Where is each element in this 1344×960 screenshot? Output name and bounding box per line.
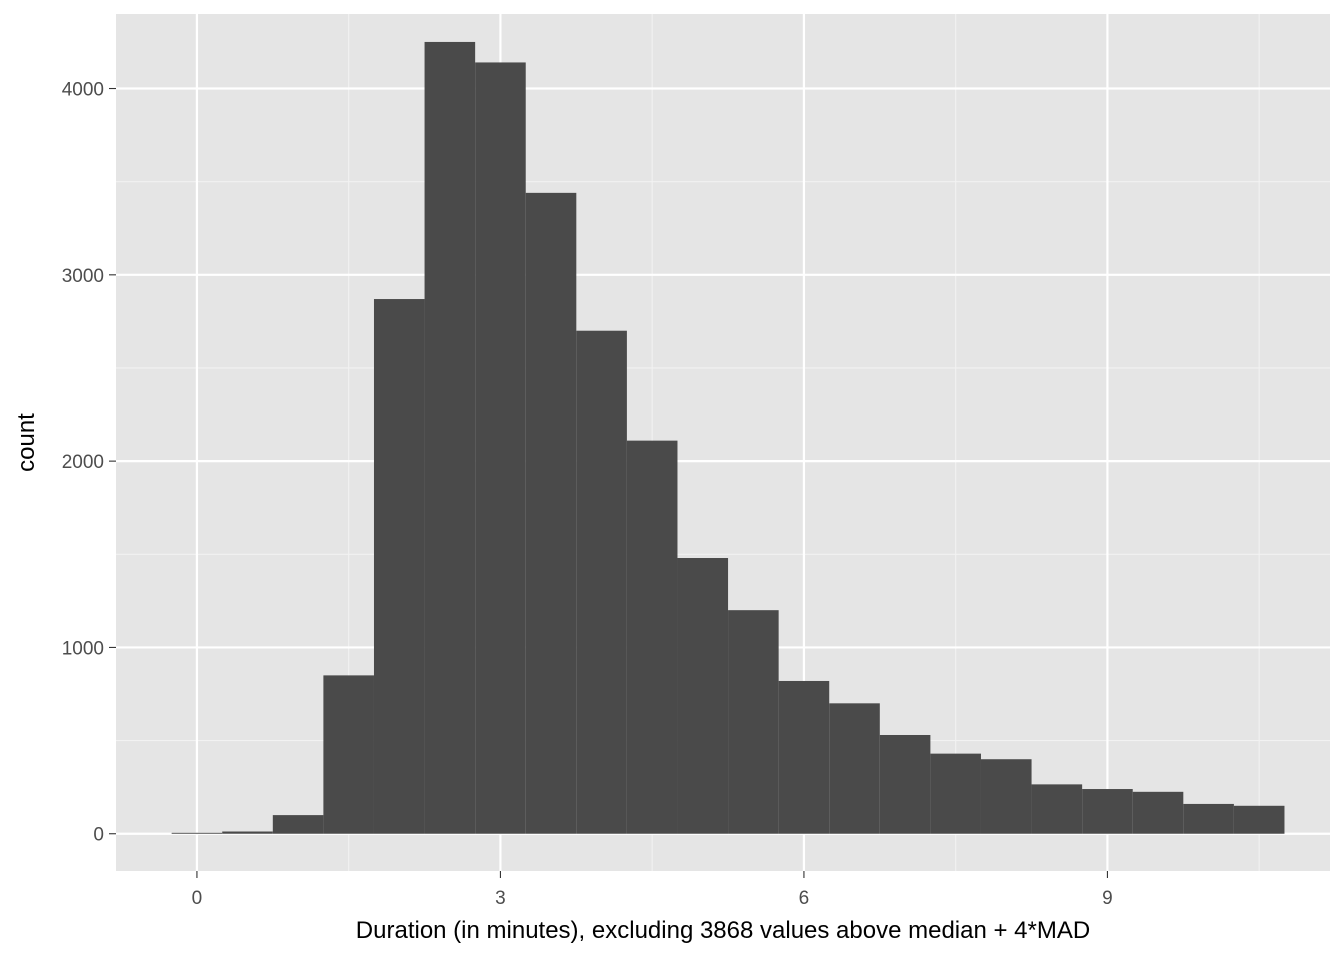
histogram-bar	[728, 610, 779, 834]
histogram-bar	[1233, 805, 1285, 834]
histogram-bar	[677, 558, 729, 834]
histogram-bar	[373, 299, 425, 834]
x-tick-label: 3	[495, 888, 506, 909]
histogram-bar	[1183, 803, 1234, 834]
histogram-bar	[576, 330, 627, 834]
histogram-bars	[171, 41, 1285, 834]
histogram-bar	[171, 832, 223, 834]
y-axis-title: count	[13, 413, 40, 472]
y-tick-label: 4000	[62, 80, 104, 101]
x-axis-title: Duration (in minutes), excluding 3868 va…	[356, 917, 1090, 944]
y-tick-label: 3000	[62, 266, 104, 287]
histogram-bar	[525, 192, 577, 834]
y-tick-label: 1000	[62, 638, 104, 659]
histogram-bar	[879, 734, 931, 834]
x-tick-label: 9	[1102, 888, 1113, 909]
histogram-bar	[626, 440, 678, 834]
y-tick-label: 0	[93, 825, 104, 846]
histogram-bar	[829, 703, 880, 834]
x-axis: 0 3 6 9	[192, 871, 1113, 909]
y-axis: 0 1000 2000 3000 4000	[62, 80, 116, 846]
histogram-bar	[475, 62, 526, 834]
histogram-bar	[778, 680, 830, 834]
histogram-bar	[1082, 789, 1133, 834]
y-tick-label: 2000	[62, 452, 104, 473]
histogram-bar	[980, 759, 1032, 834]
x-tick-label: 0	[192, 888, 203, 909]
histogram-bar	[1132, 791, 1184, 834]
histogram-bar	[272, 815, 324, 834]
histogram-bar	[323, 675, 374, 834]
x-tick-label: 6	[799, 888, 810, 909]
histogram-bar	[1031, 784, 1083, 834]
histogram-bar	[222, 831, 273, 834]
histogram-bar	[930, 753, 981, 834]
histogram-bar	[424, 41, 476, 834]
